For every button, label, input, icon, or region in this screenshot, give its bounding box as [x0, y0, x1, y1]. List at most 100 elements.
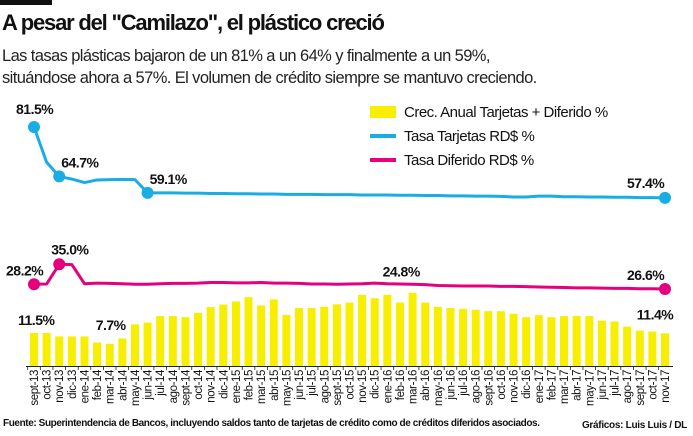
x-tick-label: oct-16	[496, 370, 508, 400]
legend-label: Tasa Tarjetas RD$ %	[404, 127, 535, 145]
data-label: 59.1%	[150, 171, 188, 187]
x-tick-label: jul-15	[307, 370, 319, 397]
x-tick-label: ene-14	[79, 369, 91, 403]
bar	[635, 330, 644, 366]
x-tick-label: sept-14	[180, 369, 192, 406]
bar	[534, 315, 543, 366]
bar	[42, 332, 51, 366]
bar	[547, 317, 556, 366]
bar	[585, 316, 594, 366]
data-label: 81.5%	[16, 101, 54, 117]
credit: Gráficos: Luis Luis / DL	[581, 420, 687, 431]
data-marker	[28, 121, 40, 133]
bar	[320, 306, 329, 366]
bar	[257, 305, 266, 366]
x-tick-label: may-17	[584, 370, 596, 406]
bar	[572, 316, 581, 366]
data-marker	[28, 278, 40, 291]
x-tick-label: mar-17	[559, 370, 571, 404]
bar	[661, 333, 669, 366]
bar	[648, 331, 657, 366]
bar	[168, 316, 177, 366]
bar	[130, 324, 139, 366]
bar	[244, 297, 253, 366]
x-tick-label: nov-16	[509, 370, 521, 403]
bar	[433, 306, 442, 366]
bar	[358, 294, 367, 366]
subtitle-line-2: situándose ahora a 57%. El volumen de cr…	[2, 69, 537, 87]
bar	[471, 309, 480, 366]
data-label: 57.4%	[627, 175, 665, 191]
bar	[459, 308, 468, 366]
bar	[395, 302, 404, 366]
data-marker	[53, 170, 66, 183]
data-label: 26.6%	[627, 267, 665, 283]
bar	[30, 332, 38, 366]
bar	[370, 298, 379, 366]
legend: Crec. Anual Tarjetas + Diferido % Tasa T…	[370, 100, 608, 172]
x-tick-label: feb-14	[92, 369, 104, 400]
x-tick-label: mar-15	[256, 370, 268, 404]
bar	[269, 299, 278, 366]
legend-swatch-bars	[370, 106, 396, 118]
bar	[522, 317, 531, 366]
legend-item-diferido: Tasa Diferido RD$ %	[370, 148, 608, 172]
bar	[307, 308, 316, 366]
x-tick-label: dic-13	[67, 370, 79, 399]
data-label: 11.5%	[18, 312, 55, 328]
bar	[421, 302, 430, 366]
line-diferido	[33, 262, 666, 291]
bar	[345, 302, 354, 366]
x-tick-label: jun-15	[294, 370, 306, 401]
x-tick-label: oct-13	[42, 370, 54, 400]
data-marker	[659, 191, 671, 204]
bar	[408, 292, 417, 366]
bar	[67, 336, 76, 366]
bar	[446, 308, 455, 366]
x-tick-label: jun-14	[143, 369, 155, 401]
x-tick-label: ene-17	[534, 370, 546, 403]
data-label: 64.7%	[61, 154, 99, 170]
chart-title: A pesar del "Camilazo", el plástico crec…	[2, 10, 385, 35]
x-tick-label: jul-14	[155, 369, 167, 397]
bar	[295, 308, 304, 366]
bar	[194, 312, 203, 366]
data-marker	[53, 258, 66, 271]
x-tick-label: feb-15	[244, 370, 256, 400]
x-tick-label: sept-16	[483, 370, 495, 406]
bar	[610, 321, 619, 366]
data-label: 35.0%	[51, 241, 89, 257]
bar	[219, 304, 228, 366]
legend-item-tarjetas: Tasa Tarjetas RD$ %	[370, 124, 608, 148]
top-rule	[0, 0, 52, 5]
x-tick-label: jul-16	[458, 370, 470, 397]
x-tick-label: abr-17	[572, 370, 584, 401]
x-tick-label: may-16	[433, 370, 445, 406]
x-tick-label: may-15	[281, 370, 293, 406]
legend-label: Tasa Diferido RD$ %	[404, 151, 534, 169]
x-tick-label: nov-14	[206, 369, 218, 403]
bar	[623, 326, 632, 366]
x-tick-label: feb-17	[546, 370, 558, 400]
legend-item-bars: Crec. Anual Tarjetas + Diferido %	[370, 100, 608, 124]
data-label: 28.2%	[6, 262, 44, 278]
x-tick-label: sept-13	[29, 370, 41, 406]
x-tick-label: dic-15	[370, 370, 382, 399]
legend-swatch-tarjetas	[370, 134, 396, 138]
bar	[496, 311, 505, 366]
bar	[282, 314, 291, 366]
x-tick-label: abr-16	[420, 370, 432, 401]
chart-subtitle: Las tasas plásticas bajaron de un 81% a …	[2, 45, 537, 89]
x-tick-label: ago-15	[319, 370, 331, 403]
data-marker	[659, 283, 671, 295]
bar	[55, 336, 64, 366]
legend-swatch-diferido	[370, 158, 396, 162]
x-tick-label: feb-16	[395, 370, 407, 400]
x-tick-label: oct-17	[647, 370, 659, 400]
x-tick-label: nov-13	[54, 370, 66, 403]
x-tick-label: dic-14	[218, 369, 230, 399]
x-tick-label: mar-16	[408, 370, 420, 404]
data-marker	[141, 186, 154, 199]
bar	[118, 338, 127, 366]
